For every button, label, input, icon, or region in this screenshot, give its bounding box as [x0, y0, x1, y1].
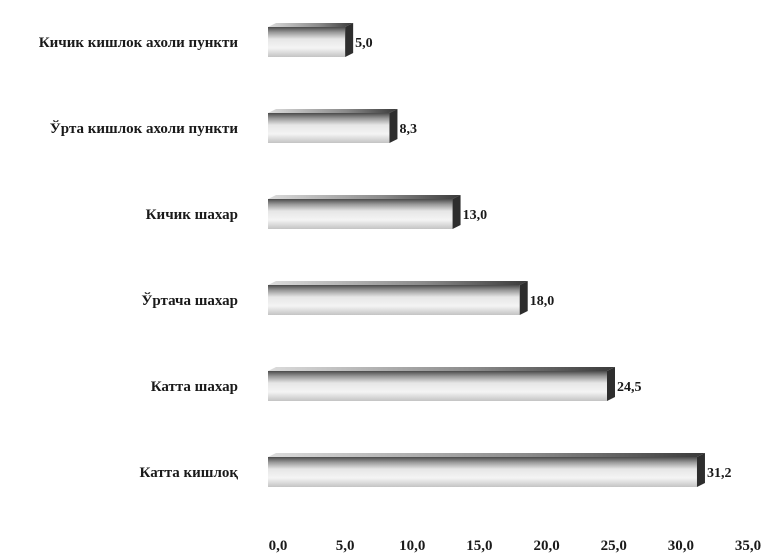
x-tick-label: 10,0 — [399, 538, 425, 554]
bar-front-face — [268, 457, 697, 487]
x-tick-label: 5,0 — [336, 538, 355, 554]
value-label: 31,2 — [707, 466, 732, 481]
x-tick-label: 20,0 — [533, 538, 559, 554]
value-label: 18,0 — [530, 294, 555, 309]
bar — [268, 109, 398, 143]
bar-front-face — [268, 199, 453, 229]
bar — [268, 281, 528, 315]
x-tick-label: 25,0 — [601, 538, 627, 554]
bar-top-face — [268, 23, 354, 27]
bar-top-face — [268, 367, 615, 371]
bar-top-face — [268, 109, 398, 113]
category-label: Кичик шахар — [146, 207, 238, 223]
category-label: Кичик кишлок ахоли пункти — [39, 35, 239, 51]
bar-front-face — [268, 285, 520, 315]
bar-end-cap — [389, 109, 398, 143]
x-tick-label: 0,0 — [269, 538, 288, 554]
value-label: 24,5 — [617, 380, 642, 395]
value-labels: 5,0 8,3 13,0 18,0 24,5 31,2 — [355, 36, 731, 481]
x-tick-label: 35,0 — [735, 538, 761, 554]
bar-end-cap — [345, 23, 354, 57]
category-labels: Кичик кишлок ахоли пункти Ўрта кишлок ахо… — [39, 35, 239, 481]
bar-end-cap — [607, 367, 615, 401]
bar — [268, 367, 615, 401]
x-axis-tick-labels: 0,0 5,0 10,0 15,0 20,0 25,0 30,0 35,0 — [269, 538, 762, 554]
category-label: Ўрта кишлок ахоли пункти — [50, 120, 239, 137]
value-label: 8,3 — [399, 122, 417, 137]
bar-front-face — [268, 113, 390, 143]
value-label: 13,0 — [463, 208, 488, 223]
category-label: Катта кишлоқ — [140, 465, 239, 481]
bar-end-cap — [452, 195, 461, 229]
bar-front-face — [268, 371, 607, 401]
bar-front-face — [268, 27, 346, 57]
bars — [268, 23, 705, 487]
bar — [268, 195, 461, 229]
bar-end-cap — [519, 281, 528, 315]
bar-top-face — [268, 281, 528, 285]
bar-top-face — [268, 195, 461, 199]
bar-end-cap — [696, 453, 705, 487]
category-label: Ўртача шахар — [141, 292, 238, 309]
bar — [268, 453, 705, 487]
bar — [268, 23, 354, 57]
category-label: Катта шахар — [151, 379, 238, 395]
value-label: 5,0 — [355, 36, 373, 51]
bar-top-face — [268, 453, 705, 457]
x-tick-label: 30,0 — [668, 538, 694, 554]
x-tick-label: 15,0 — [466, 538, 492, 554]
